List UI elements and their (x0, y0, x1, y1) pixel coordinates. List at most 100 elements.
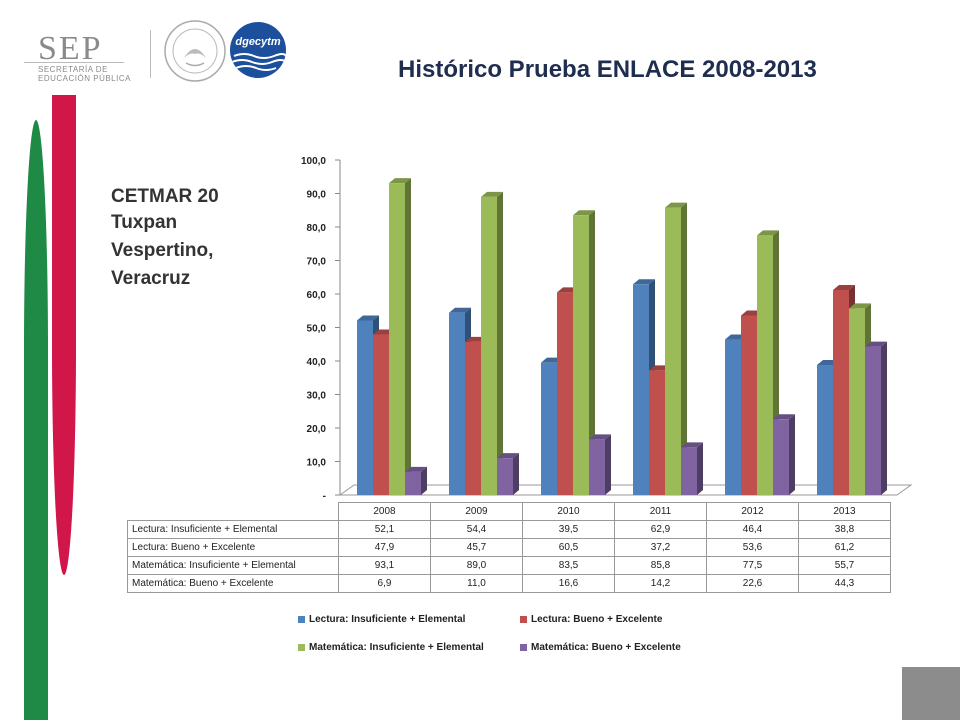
sep-logo-sub2: EDUCACIÓN PÚBLICA (38, 74, 131, 83)
data-table: 2008 2009 2010 2011 2012 2013 Lectura: I… (127, 502, 891, 593)
table-row-label: Lectura: Insuficiente + Elemental (127, 520, 339, 539)
table-cell: 16,6 (522, 574, 615, 593)
bar-side (881, 341, 887, 495)
table-cell: 39,5 (522, 520, 615, 539)
bar-side (589, 210, 595, 495)
table-cell: 46,4 (706, 520, 799, 539)
table-cell: 38,8 (798, 520, 891, 539)
bar-top (757, 230, 779, 236)
bar (405, 466, 427, 495)
table-header-cell: 2010 (522, 502, 615, 521)
table-cell: 62,9 (614, 520, 707, 539)
y-tick-label: 30,0 (307, 391, 327, 402)
table-corner (128, 503, 339, 521)
bar-front (373, 334, 389, 495)
table-header-cell: 2009 (430, 502, 523, 521)
bar-top (497, 453, 519, 459)
corner-block (902, 667, 960, 720)
y-tick-label: 70,0 (307, 257, 327, 268)
bar-front (833, 289, 849, 495)
school-shift: Vespertino, (111, 240, 214, 261)
bar-front (357, 320, 373, 495)
table-header-row: 2008 2009 2010 2011 2012 2013 (128, 502, 891, 521)
sep-logo-sub1: SECRETARÍA DE (38, 65, 108, 74)
dgecytm-logo: dgecytm (230, 22, 286, 78)
bar-front (405, 471, 421, 495)
bar (681, 442, 703, 495)
bar-front (757, 235, 773, 495)
legend-item: Matemática: Bueno + Excelente (520, 642, 681, 653)
table-cell: 53,6 (706, 538, 799, 557)
bar-top (405, 466, 427, 472)
y-tick-label: 10,0 (307, 458, 327, 469)
table-cell: 44,3 (798, 574, 891, 593)
y-tick-label: 20,0 (307, 424, 327, 435)
dgecytm-logo-text: dgecytm (235, 36, 281, 48)
bar-top (449, 307, 471, 313)
bar-front (557, 292, 573, 495)
bar-side (697, 442, 703, 495)
bar (497, 453, 519, 495)
bar (573, 210, 595, 495)
waves-icon (231, 53, 286, 71)
table-header-cell: 2012 (706, 502, 799, 521)
table-cell: 52,1 (338, 520, 431, 539)
table-cell: 61,2 (798, 538, 891, 557)
legend-swatch (298, 643, 305, 651)
bar (865, 341, 887, 495)
sep-logo-text: SEP (38, 30, 103, 67)
table-cell: 54,4 (430, 520, 523, 539)
bar-top (849, 303, 871, 309)
bar (389, 178, 411, 496)
table-cell: 55,7 (798, 556, 891, 575)
table-row-label: Matemática: Insuficiente + Elemental (127, 556, 339, 575)
red-stripe (52, 95, 76, 575)
bar-front (389, 183, 405, 496)
bar-front (465, 341, 481, 495)
legend-swatch (520, 615, 527, 623)
bar-top (633, 279, 655, 285)
legend-swatch (520, 643, 527, 651)
school-city: Tuxpan (111, 212, 178, 233)
table-cell: 93,1 (338, 556, 431, 575)
y-tick-label: 60,0 (307, 290, 327, 301)
bar-top (573, 210, 595, 216)
bar-front (849, 308, 865, 495)
table-cell: 37,2 (614, 538, 707, 557)
y-tick-label: 100,0 (301, 156, 326, 167)
page-title: Histórico Prueba ENLACE 2008-2013 (398, 56, 817, 83)
table-cell: 14,2 (614, 574, 707, 593)
table-row-label: Matemática: Bueno + Excelente (127, 574, 339, 593)
bar-side (681, 202, 687, 495)
bar-front (541, 362, 557, 495)
bar-top (773, 414, 795, 420)
bar-front (649, 370, 665, 495)
bar-side (605, 434, 611, 495)
y-tick-label: 90,0 (307, 190, 327, 201)
table-cell: 45,7 (430, 538, 523, 557)
bar-front (665, 207, 681, 495)
chart-bars (357, 178, 887, 496)
bar-side (513, 453, 519, 495)
bar-front (573, 215, 589, 495)
bar-top (589, 434, 611, 440)
bar (773, 414, 795, 495)
legend-label: Lectura: Insuficiente + Elemental (309, 614, 466, 625)
bar-front (725, 339, 741, 495)
table-cell: 77,5 (706, 556, 799, 575)
bar (665, 202, 687, 495)
bar-top (865, 341, 887, 347)
bar-top (357, 315, 379, 321)
bar-side (789, 414, 795, 495)
bar-top (481, 191, 503, 197)
bar-front (865, 346, 881, 495)
table-row-label: Lectura: Bueno + Excelente (127, 538, 339, 557)
legend-swatch (298, 615, 305, 623)
school-state: Veracruz (111, 268, 191, 289)
logo-separator (150, 30, 151, 78)
bar-front (449, 312, 465, 495)
table-cell: 22,6 (706, 574, 799, 593)
legend-item: Lectura: Insuficiente + Elemental (298, 614, 465, 625)
legend-item: Matemática: Insuficiente + Elemental (298, 642, 484, 653)
